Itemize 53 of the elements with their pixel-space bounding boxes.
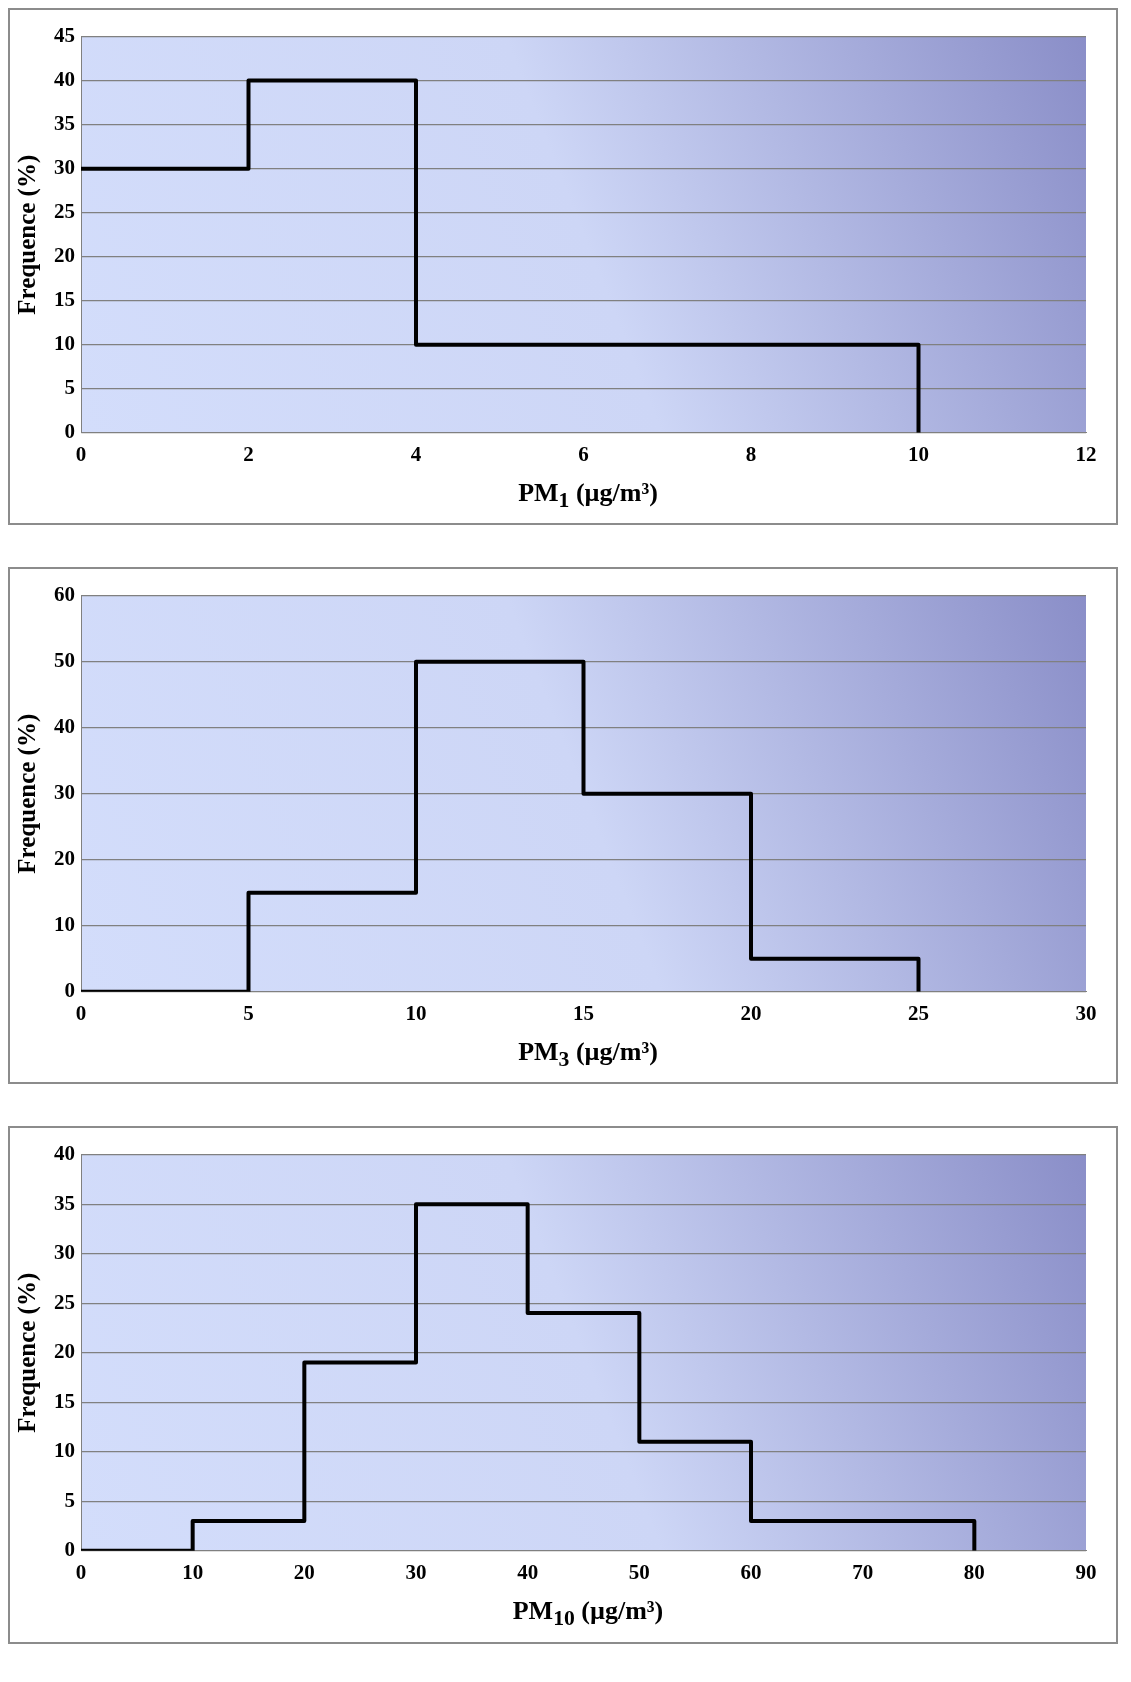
x-tick-label: 40 [517, 1560, 539, 1585]
y-tick-label: 5 [64, 375, 75, 400]
x-tick-label: 4 [410, 441, 422, 466]
y-tick-label: 5 [64, 1488, 75, 1513]
x-tick-label: 10 [405, 1001, 427, 1026]
y-tick-label: 30 [54, 1240, 75, 1265]
x-tick-label: 15 [573, 1001, 594, 1026]
x-tick-label: 30 [405, 1560, 427, 1585]
y-tick-label: 0 [64, 1537, 75, 1562]
y-tick-label: 10 [54, 1438, 75, 1463]
x-tick-label: 5 [243, 1001, 254, 1026]
x-tick-label: 6 [578, 441, 589, 466]
x-tick-label: 2 [243, 441, 254, 466]
y-tick-label: 60 [54, 582, 75, 607]
x-tick-label: 20 [293, 1560, 315, 1585]
y-tick-label: 50 [54, 648, 75, 673]
y-tick-label: 0 [64, 419, 75, 444]
x-tick-label: 70 [852, 1560, 874, 1585]
x-tick-label: 80 [963, 1560, 985, 1585]
y-tick-label: 25 [54, 1289, 75, 1314]
x-tick-label: 10 [182, 1560, 204, 1585]
y-tick-label: 10 [54, 331, 75, 356]
y-tick-label: 40 [54, 714, 75, 739]
y-tick-label: 30 [54, 780, 75, 805]
x-axis-title: PM$_{1}$ (µg/m³) [517, 478, 659, 514]
x-axis-title: PM$_{10}$ (µg/m³) [511, 1596, 665, 1632]
x-tick-label: 10 [908, 441, 929, 466]
x-tick-label: 20 [740, 1001, 762, 1026]
x-tick-label: 12 [1075, 441, 1097, 466]
y-tick-label: 0 [64, 978, 75, 1003]
x-tick-label: 90 [1075, 1560, 1097, 1585]
y-tick-label: 20 [54, 243, 75, 268]
y-tick-label: 35 [54, 1190, 75, 1215]
x-tick-label: 25 [908, 1001, 929, 1026]
y-tick-label: 20 [54, 846, 75, 871]
y-tick-label: 30 [54, 155, 75, 180]
y-tick-label: 20 [54, 1339, 75, 1364]
x-tick-label: 50 [628, 1560, 650, 1585]
y-tick-label: 35 [54, 111, 75, 136]
x-tick-label: 8 [745, 441, 757, 466]
y-axis-title: Frequence (%) [13, 713, 42, 874]
y-tick-label: 40 [54, 1141, 75, 1166]
y-tick-label: 45 [54, 23, 75, 48]
y-tick-label: 40 [54, 67, 75, 92]
y-tick-label: 15 [54, 287, 75, 312]
y-tick-label: 10 [54, 912, 75, 937]
x-tick-label: 30 [1075, 1001, 1097, 1026]
x-tick-label: 60 [740, 1560, 762, 1585]
y-tick-label: 25 [54, 199, 75, 224]
y-tick-label: 15 [54, 1389, 75, 1414]
y-axis-title: Frequence (%) [13, 154, 42, 315]
y-axis-title: Frequence (%) [13, 1273, 42, 1434]
x-axis-title: PM$_{3}$ (µg/m³) [517, 1037, 659, 1073]
